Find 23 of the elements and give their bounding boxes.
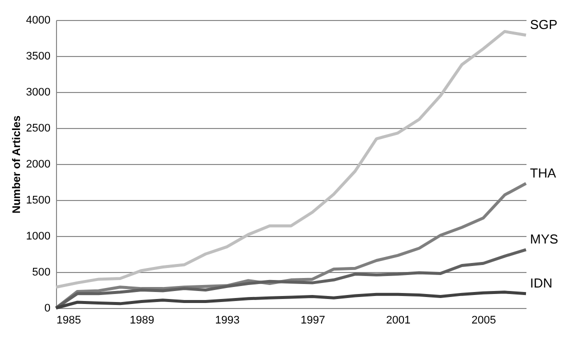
line-series [54, 30, 528, 289]
line-series [54, 248, 528, 310]
y-tick-label: 2000 [26, 158, 50, 170]
x-tick-label: 1989 [130, 314, 154, 326]
x-tick-label: 2005 [472, 314, 496, 326]
x-tick-label: 2001 [386, 314, 411, 326]
y-tick-label: 2500 [26, 122, 50, 134]
y-tick-label: 4000 [26, 14, 50, 26]
y-tick-label: 1000 [26, 230, 50, 242]
line-series [54, 290, 528, 310]
y-tick-label: 1500 [26, 194, 50, 206]
y-tick-label: 3500 [26, 50, 50, 62]
x-tick-label: 1985 [56, 314, 81, 326]
series-label: MYS [530, 232, 558, 247]
y-tick-label: 3000 [26, 86, 50, 98]
series-label: IDN [530, 276, 552, 291]
x-tick-label: 1993 [215, 314, 240, 326]
series-label: THA [530, 165, 556, 180]
series-label: SGP [530, 17, 558, 32]
y-tick-label: 0 [44, 302, 50, 314]
x-tick-label: 1997 [300, 314, 326, 326]
y-tick-label: 500 [32, 266, 50, 278]
y-axis-title: Number of Articles [11, 115, 24, 214]
